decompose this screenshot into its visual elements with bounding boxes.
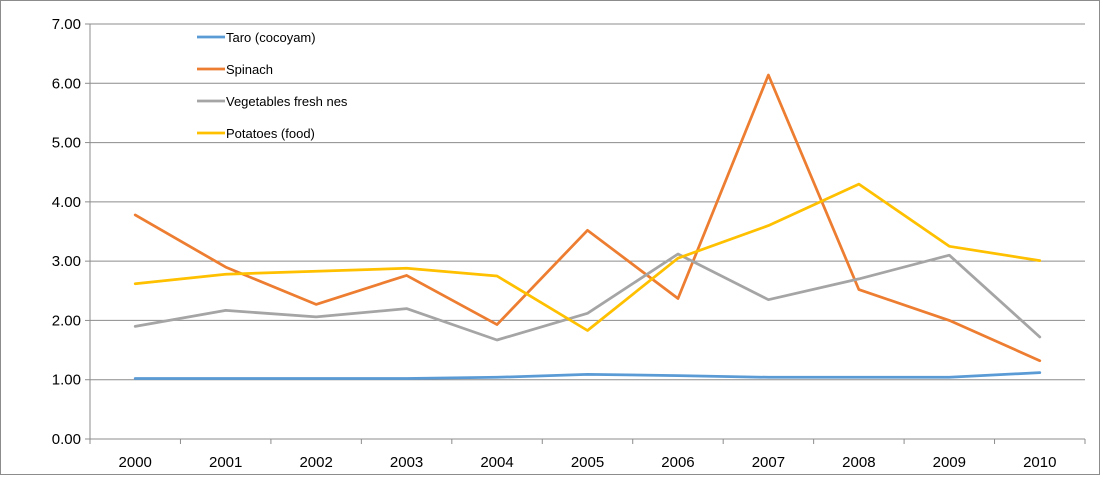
legend-label-3: Potatoes (food): [226, 126, 315, 141]
x-tick-label-2008: 2008: [842, 454, 875, 471]
x-tick-label-2002: 2002: [299, 454, 332, 471]
y-tick-label-5: 5.00: [52, 135, 81, 152]
x-tick-label-2007: 2007: [752, 454, 785, 471]
legend: Taro (cocoyam) Spinach Vegetables fresh ne…: [197, 30, 348, 141]
series-lines: [133, 73, 1042, 380]
y-tick-label-6: 6.00: [52, 75, 81, 92]
legend-label-2: Vegetables fresh nes: [226, 94, 348, 109]
x-tick-label-2009: 2009: [933, 454, 966, 471]
y-tick-label-4: 4.00: [52, 194, 81, 211]
series-line-1: [133, 73, 1042, 363]
series-line-0: [133, 371, 1042, 380]
legend-label-1: Spinach: [226, 62, 273, 77]
x-axis-tick-labels: 2000 2001 2002 2003 2004 2005 2006 2007 2008 2009…: [119, 454, 1057, 471]
axes: [85, 23, 1086, 444]
y-tick-label-3: 3.00: [52, 253, 81, 270]
series-line-2: [133, 252, 1042, 342]
x-tick-label-2001: 2001: [209, 454, 242, 471]
y-tick-label-1: 1.00: [52, 372, 81, 389]
y-axis-tick-labels: 0.00 1.00 2.00 3.00 4.00 5.00 6.00 7.00: [52, 16, 81, 448]
x-tick-label-2003: 2003: [390, 454, 423, 471]
x-tick-label-2005: 2005: [571, 454, 604, 471]
y-tick-label-7: 7.00: [52, 16, 81, 33]
legend-label-0: Taro (cocoyam): [226, 30, 316, 45]
series-line-3: [133, 182, 1042, 332]
x-tick-label-2000: 2000: [119, 454, 152, 471]
y-tick-label-2: 2.00: [52, 312, 81, 329]
x-tick-label-2004: 2004: [480, 454, 513, 471]
y-tick-label-0: 0.00: [52, 431, 81, 448]
x-tick-label-2006: 2006: [661, 454, 694, 471]
x-tick-label-2010: 2010: [1023, 454, 1056, 471]
